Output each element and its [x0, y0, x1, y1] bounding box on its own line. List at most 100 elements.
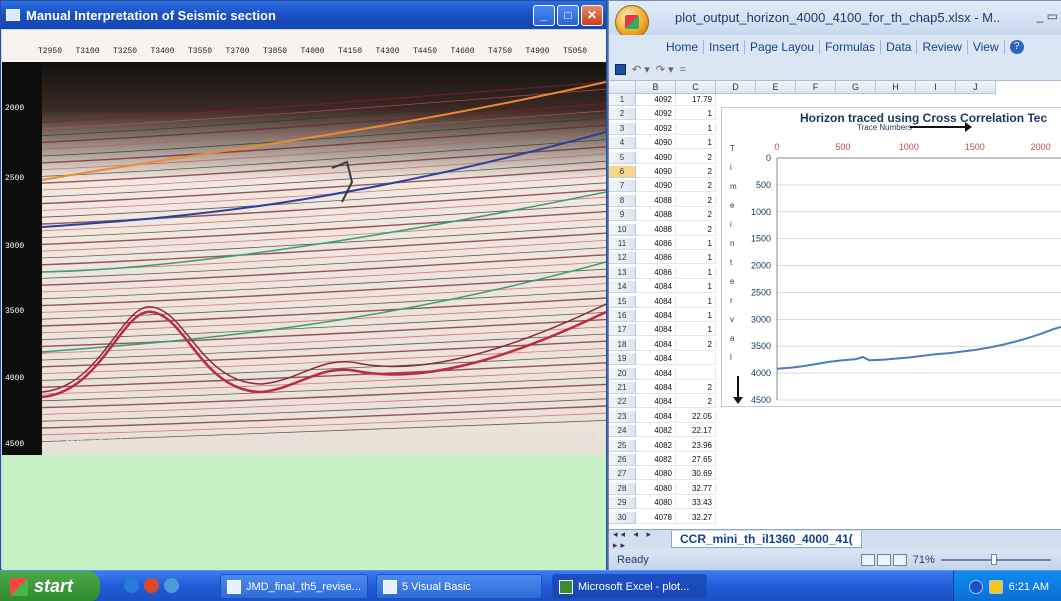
cell-c[interactable]: 2	[676, 151, 716, 164]
cell-b[interactable]: 4086	[636, 252, 676, 265]
help-icon[interactable]: ?	[1009, 40, 1024, 54]
sheet-tab[interactable]: CCR_mini_th_il1360_4000_41(	[671, 531, 862, 548]
worksheet-grid[interactable]: B C D E F G H I J 1 4092 17.79 2 4092 1 3 4092 1 4 4090 1 5 40…	[609, 81, 1061, 529]
cell-c[interactable]: 1	[676, 238, 716, 250]
row-header[interactable]: 15	[609, 295, 636, 308]
sheet-nav-arrows[interactable]: ◂◂ ◂ ▸ ▸▸	[613, 528, 655, 550]
cell-c[interactable]: 2	[676, 338, 716, 351]
cell-b[interactable]: 4084	[636, 367, 676, 380]
row-header[interactable]: 12	[609, 252, 636, 265]
cell-b[interactable]: 4082	[636, 454, 676, 466]
cell-b[interactable]: 4092	[636, 108, 676, 121]
chart-object[interactable]: Horizon traced using Cross Correlation T…	[721, 107, 1061, 407]
cell-c[interactable]: 27.65	[676, 454, 716, 466]
cell-c[interactable]: 17.79	[676, 94, 716, 106]
cell-b[interactable]: 4084	[636, 338, 676, 351]
cell-b[interactable]: 4084	[636, 353, 676, 366]
seismic-titlebar[interactable]: Manual Interpretation of Seismic section…	[1, 1, 606, 29]
row-header[interactable]: 8	[609, 194, 636, 207]
zoom-slider[interactable]	[940, 553, 1051, 565]
office-button[interactable]	[615, 5, 649, 39]
page-layout-view-icon[interactable]	[876, 553, 891, 566]
row-header[interactable]: 14	[609, 281, 636, 294]
cell-c[interactable]: 23.96	[676, 439, 716, 452]
media-icon[interactable]	[144, 578, 159, 593]
ribbon-tab[interactable]: Home	[661, 40, 705, 54]
row-header[interactable]: 2	[609, 108, 636, 121]
cell-b[interactable]: 4082	[636, 439, 676, 452]
ribbon-tab[interactable]: Review	[917, 40, 968, 54]
ribbon-tab[interactable]: View	[968, 40, 1005, 54]
customize-qat-icon[interactable]: =	[679, 63, 687, 76]
cell-c[interactable]: 30.69	[676, 468, 716, 481]
row-header[interactable]: 7	[609, 180, 636, 193]
cell-b[interactable]: 4088	[636, 209, 676, 222]
cell-b[interactable]: 4084	[636, 410, 676, 423]
cell-b[interactable]: 4090	[636, 151, 676, 164]
column-header[interactable]: I	[916, 81, 956, 94]
cell-c[interactable]: 22.05	[676, 410, 716, 423]
browser-icon[interactable]	[164, 578, 179, 593]
minimize-button[interactable]: _	[533, 4, 555, 26]
window-controls[interactable]: _ ▭	[1036, 9, 1058, 23]
cell-c[interactable]: 2	[676, 180, 716, 193]
ribbon-tab[interactable]: Page Layou	[745, 40, 821, 54]
cell-b[interactable]: 4084	[636, 324, 676, 337]
cell-c[interactable]	[676, 367, 716, 380]
cell-c[interactable]: 1	[676, 252, 716, 265]
task-visual-basic[interactable]: 5 Visual Basic	[376, 574, 542, 599]
row-header[interactable]: 22	[609, 396, 636, 409]
row-header[interactable]: 21	[609, 382, 636, 394]
cell-c[interactable]: 32.77	[676, 482, 716, 495]
row-header[interactable]: 9	[609, 209, 636, 222]
cell-c[interactable]: 1	[676, 108, 716, 121]
row-header[interactable]: 28	[609, 482, 636, 495]
row-header[interactable]: 13	[609, 266, 636, 279]
cell-c[interactable]: 2	[676, 223, 716, 236]
column-header[interactable]: D	[716, 81, 756, 94]
cell-c[interactable]: 1	[676, 295, 716, 308]
cell-b[interactable]: 4090	[636, 166, 676, 178]
task-excel[interactable]: Microsoft Excel - plot...	[552, 574, 707, 599]
cell-c[interactable]: 2	[676, 166, 716, 178]
cell-b[interactable]: 4082	[636, 425, 676, 438]
column-header[interactable]: E	[756, 81, 796, 94]
column-header[interactable]: F	[796, 81, 836, 94]
row-header[interactable]: 19	[609, 353, 636, 366]
select-all-corner[interactable]	[609, 81, 636, 94]
row-header[interactable]: 30	[609, 511, 636, 524]
row-header[interactable]: 25	[609, 439, 636, 452]
row-header[interactable]: 4	[609, 137, 636, 150]
cell-c[interactable]: 2	[676, 194, 716, 207]
cell-c[interactable]: 1	[676, 281, 716, 294]
row-header[interactable]: 29	[609, 497, 636, 510]
cell-c[interactable]: 1	[676, 137, 716, 150]
row-header[interactable]: 5	[609, 151, 636, 164]
cell-b[interactable]: 4084	[636, 281, 676, 294]
maximize-button[interactable]: □	[557, 4, 579, 26]
ribbon-tab[interactable]: Data	[881, 40, 918, 54]
cell-c[interactable]: 22.17	[676, 425, 716, 438]
cell-b[interactable]: 4080	[636, 468, 676, 481]
row-header[interactable]: 20	[609, 367, 636, 380]
zoom-slider-knob[interactable]	[990, 553, 997, 565]
row-header[interactable]: 23	[609, 410, 636, 423]
row-header[interactable]: 10	[609, 223, 636, 236]
row-header[interactable]: 24	[609, 425, 636, 438]
excel-titlebar[interactable]: plot_output_horizon_4000_4100_for_th_cha…	[609, 1, 1061, 39]
row-header[interactable]: 6	[609, 166, 636, 178]
start-button[interactable]: start	[0, 571, 100, 601]
cell-c[interactable]	[676, 353, 716, 366]
close-button[interactable]: ✕	[581, 4, 603, 26]
cell-b[interactable]: 4084	[636, 382, 676, 394]
redo-icon[interactable]: ↷ ▾	[655, 64, 674, 76]
cell-b[interactable]: 4090	[636, 180, 676, 193]
row-header[interactable]: 16	[609, 310, 636, 322]
cell-b[interactable]: 4080	[636, 497, 676, 510]
cell-c[interactable]: 1	[676, 324, 716, 337]
normal-view-icon[interactable]	[860, 553, 875, 566]
cell-c[interactable]: 1	[676, 310, 716, 322]
ie-icon[interactable]	[124, 578, 139, 593]
column-header[interactable]: J	[956, 81, 996, 94]
cell-b[interactable]: 4078	[636, 511, 676, 524]
